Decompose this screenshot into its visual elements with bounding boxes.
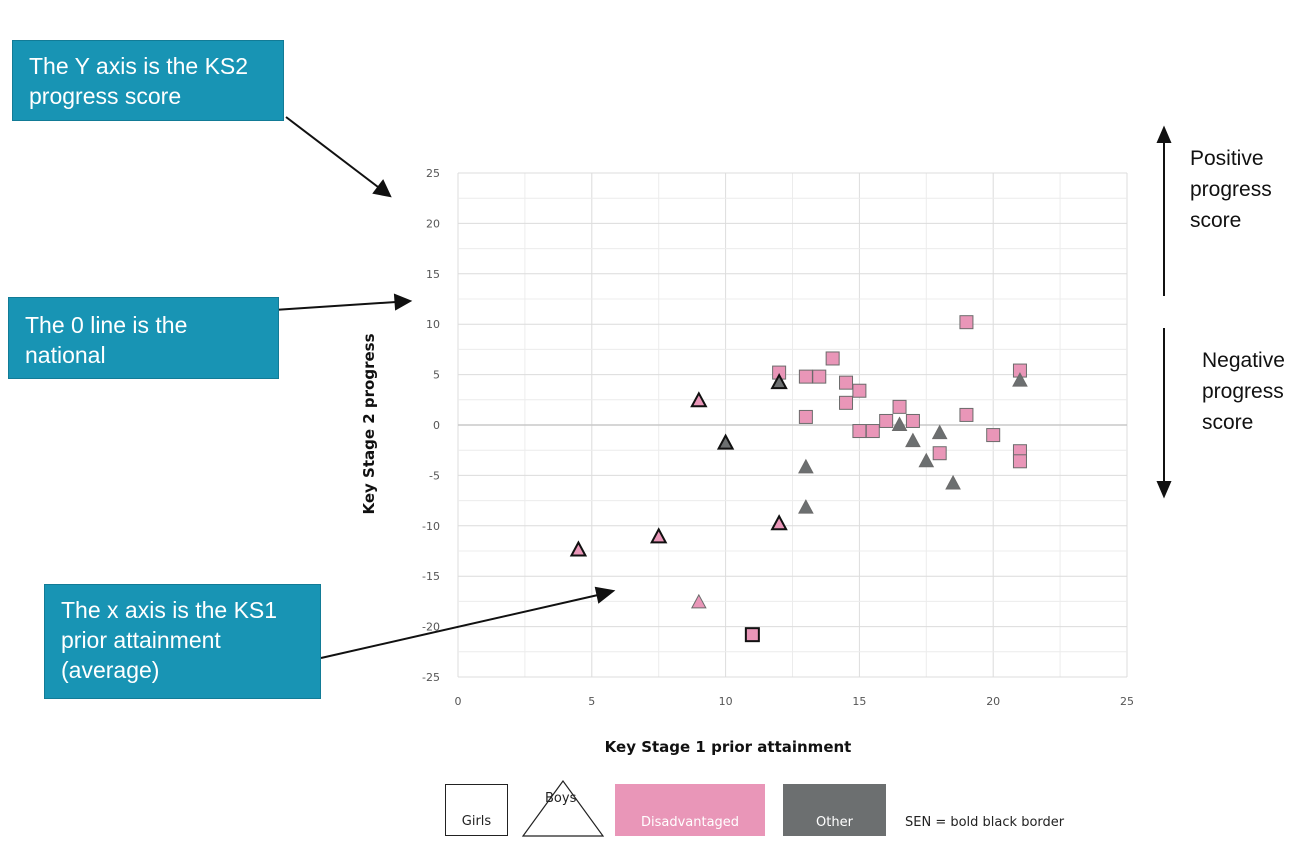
axis-ticks: 0 5 10 15 20 25 25 20 15 10 5 0 -5 -10 -15 -20 -25 [422,167,1134,708]
legend-other: Other [783,784,886,836]
arrow-zero-line [273,301,397,311]
legend-sen-label: SEN = bold black border [905,815,1065,830]
data-point-triangle [690,391,708,408]
data-point-triangle [569,540,588,557]
x-tick-label: 5 [588,695,595,708]
y-tick-label: 5 [433,369,440,382]
negative-note-line: score [1202,411,1254,434]
progress-direction-arrows [1156,125,1172,499]
data-point-square [865,424,880,439]
data-point-triangle [770,373,788,390]
y-axis-callout: The Y axis is the KS2 progress score [12,40,284,121]
y-tick-label: 0 [433,419,440,432]
data-point-square [1012,454,1027,469]
data-point-triangle [1012,372,1028,387]
arrow-x-axis [320,594,599,659]
legend-boys-label: Boys [545,791,577,806]
y-tick-label: -20 [422,621,440,634]
data-point-triangle [905,432,921,448]
data-point-square [798,409,813,424]
x-axis-callout: The x axis is the KS1 prior attainment (… [44,584,321,699]
y-axis-label: Key Stage 2 progress [360,333,378,514]
y-tick-label: -25 [422,671,440,684]
grid-lines [457,172,1128,678]
y-tick-label: 20 [426,217,440,230]
data-point-triangle [945,474,961,490]
triangle-icon [521,779,605,837]
legend-disadvantaged-label: Disadvantaged [640,815,740,830]
legend-boys: Boys [521,779,605,837]
data-point-square [798,369,813,384]
callout-arrows [273,116,616,659]
positive-progress-note: Positive progress score [1190,143,1272,236]
y-tick-label: 10 [426,318,440,331]
y-tick-label: 25 [426,167,440,180]
y-tick-label: -10 [422,520,440,533]
data-point-square [744,627,760,643]
data-point-square [839,375,854,390]
data-point-square [905,413,920,428]
x-tick-label: 20 [986,695,1000,708]
x-tick-label: 25 [1120,695,1134,708]
y-tick-label: -15 [422,570,440,583]
data-point-triangle [798,499,814,514]
y-tick-label: -5 [429,469,440,482]
data-point-square [879,413,894,428]
data-point-square [932,446,947,461]
data-point-square [812,369,827,384]
negative-note-line: Negative [1202,349,1285,372]
x-tick-label: 15 [852,695,866,708]
data-point-triangle [716,433,735,450]
negative-arrow-head [1156,481,1172,499]
negative-note-line: progress [1202,380,1284,403]
data-point-square [959,315,974,330]
data-point-square [825,351,840,366]
data-point-triangle [931,424,948,440]
x-axis-label: Key Stage 1 prior attainment [605,738,852,756]
legend-sen: SEN = bold black border [905,784,1105,836]
positive-note-line: Positive [1190,147,1264,170]
x-tick-label: 0 [455,695,462,708]
positive-note-line: score [1190,209,1242,232]
data-point-square [852,383,867,398]
zero-line-callout: The 0 line is the national [8,297,279,379]
data-point-triangle [918,452,935,468]
legend-disadvantaged: Disadvantaged [615,784,765,836]
x-tick-label: 10 [719,695,733,708]
legend-girls-label: Girls [461,814,492,829]
y-tick-label: 15 [426,268,440,281]
data-point-triangle [770,514,788,531]
data-point-square [839,395,854,410]
arrow-y-axis-head [372,179,392,198]
legend-girls: Girls [445,784,508,836]
data-point-triangle [891,416,908,431]
data-point-square [892,399,907,414]
positive-arrow-head [1156,125,1172,143]
legend-other-label: Other [816,815,853,830]
data-points [569,315,1028,643]
arrow-zero-line-head [393,293,413,311]
data-point-square [959,407,974,422]
arrow-x-axis-head [594,586,616,604]
arrow-y-axis [285,116,379,188]
data-point-triangle [691,593,707,609]
data-point-square [986,428,1001,443]
positive-note-line: progress [1190,178,1272,201]
data-point-square [852,424,867,439]
data-point-triangle [650,527,668,544]
negative-progress-note: Negative progress score [1202,345,1285,438]
data-point-triangle [798,458,814,474]
